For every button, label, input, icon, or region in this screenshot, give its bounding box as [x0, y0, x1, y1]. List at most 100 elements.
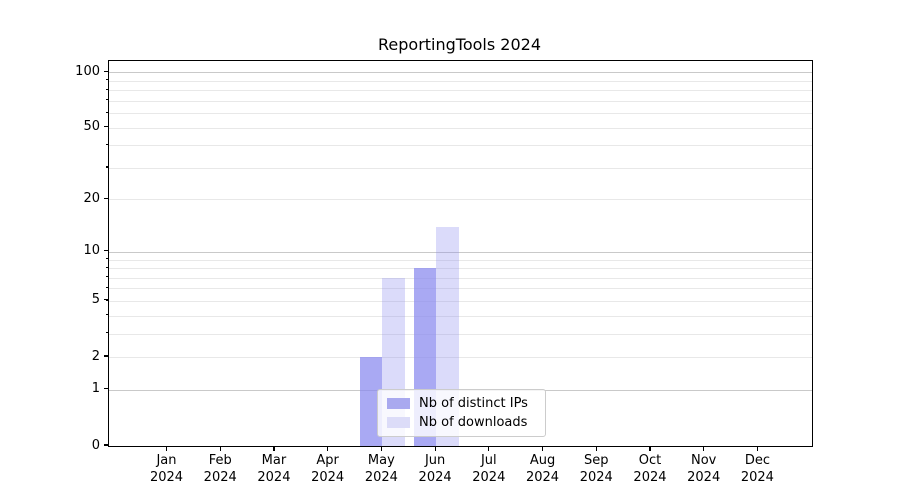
x-tick-mark — [434, 446, 436, 451]
x-tick-year: 2024 — [203, 469, 237, 485]
legend-swatch-downloads — [387, 417, 410, 428]
legend-label-downloads: Nb of downloads — [419, 415, 528, 430]
x-tick-month: Oct — [638, 453, 662, 468]
y-tick-mark — [103, 70, 108, 72]
x-tick-label: Feb 2024 — [190, 453, 250, 486]
gridline-minor — [109, 90, 812, 92]
y-tick-label: 2 — [91, 348, 100, 364]
gridline-minor — [109, 300, 812, 302]
x-tick-year: 2024 — [472, 469, 506, 485]
chart-title: ReportingTools 2024 — [378, 35, 541, 54]
x-tick-year: 2024 — [257, 469, 291, 485]
x-tick-month: Aug — [529, 453, 556, 468]
x-tick-mark — [595, 446, 597, 451]
x-tick-label: Dec 2024 — [727, 453, 787, 486]
x-tick-month: May — [367, 453, 395, 468]
legend: Nb of distinct IPs Nb of downloads — [377, 389, 546, 437]
x-tick-mark — [380, 446, 382, 451]
x-tick-year: 2024 — [149, 469, 184, 485]
y-tick-label: 10 — [83, 243, 100, 259]
x-tick-mark — [756, 446, 758, 451]
y-minor-tick-mark — [105, 276, 108, 278]
x-tick-label: Mar 2024 — [244, 453, 304, 486]
y-tick-label: 0 — [91, 437, 100, 453]
x-tick-mark — [219, 446, 221, 451]
legend-swatch-distinct-ips — [387, 398, 410, 409]
x-tick-year: 2024 — [525, 469, 560, 485]
y-tick-mark — [103, 444, 108, 446]
x-tick-year: 2024 — [364, 469, 398, 485]
x-tick-label: Jan 2024 — [137, 453, 197, 486]
x-tick-year: 2024 — [740, 469, 774, 485]
y-tick-label: 5 — [91, 292, 100, 308]
y-minor-tick-mark — [105, 99, 108, 101]
x-tick-label: Aug 2024 — [513, 453, 573, 486]
gridline-minor — [109, 145, 812, 147]
y-minor-tick-mark — [105, 299, 108, 301]
gridline-major — [109, 251, 812, 253]
y-minor-tick-mark — [105, 332, 108, 334]
y-minor-tick-mark — [105, 314, 108, 316]
gridline-minor — [109, 315, 812, 317]
y-tick-label: 20 — [83, 190, 100, 206]
x-tick-month: Jan — [156, 453, 177, 468]
x-tick-label: Jul 2024 — [459, 453, 519, 486]
x-tick-year: 2024 — [687, 469, 721, 485]
x-tick-month: Jul — [480, 453, 497, 468]
x-tick-year: 2024 — [418, 469, 452, 485]
x-tick-label: Apr 2024 — [298, 453, 358, 486]
x-tick-label: Nov 2024 — [674, 453, 734, 486]
gridline-minor — [109, 333, 812, 335]
gridline-major — [109, 72, 812, 74]
y-minor-tick-mark — [105, 286, 108, 289]
x-tick-month: Apr — [316, 453, 339, 468]
x-tick-mark — [327, 446, 329, 451]
y-tick-mark — [103, 250, 108, 252]
y-minor-tick-mark — [105, 266, 108, 268]
gridline-minor — [109, 199, 812, 201]
x-tick-month: Feb — [208, 453, 232, 468]
x-tick-label: Oct 2024 — [620, 453, 680, 486]
gridline-minor — [109, 277, 812, 279]
x-tick-month: Dec — [744, 453, 770, 468]
bar-distinct-ips — [359, 357, 383, 446]
gridline-minor — [109, 100, 812, 102]
y-tick-label: 50 — [83, 119, 100, 135]
legend-entry-distinct-ips: Nb of distinct IPs — [386, 396, 537, 411]
gridline-minor — [109, 288, 812, 290]
y-tick-label: 100 — [75, 63, 100, 79]
y-tick-mark — [103, 388, 108, 390]
y-minor-tick-mark — [105, 197, 108, 200]
gridline-minor — [109, 259, 812, 261]
gridline-minor — [109, 80, 812, 82]
x-tick-month: Sep — [583, 453, 609, 468]
gridline-minor — [109, 113, 812, 115]
y-minor-tick-mark — [105, 79, 108, 81]
x-tick-mark — [165, 446, 168, 451]
x-tick-mark — [273, 446, 275, 451]
x-tick-month: Jun — [424, 453, 446, 468]
y-minor-tick-mark — [105, 143, 108, 145]
x-tick-year: 2024 — [311, 469, 345, 485]
x-tick-label: May 2024 — [351, 453, 411, 486]
gridline-minor — [109, 127, 812, 129]
x-tick-mark — [703, 446, 705, 451]
y-minor-tick-mark — [105, 111, 108, 113]
x-tick-month: Nov — [691, 453, 717, 468]
legend-entry-downloads: Nb of downloads — [386, 415, 537, 430]
x-tick-label: Sep 2024 — [566, 453, 626, 486]
y-tick-label: 1 — [91, 381, 100, 397]
x-tick-label: Jun 2024 — [405, 453, 465, 486]
y-minor-tick-mark — [105, 166, 108, 168]
gridline-minor — [109, 268, 812, 270]
y-minor-tick-mark — [105, 258, 108, 260]
gridline-minor — [109, 357, 812, 359]
x-tick-mark — [541, 446, 544, 451]
y-minor-tick-mark — [105, 126, 108, 128]
y-minor-tick-mark — [105, 88, 108, 90]
y-minor-tick-mark — [105, 355, 108, 357]
x-tick-year: 2024 — [579, 469, 613, 485]
x-tick-mark — [649, 446, 651, 451]
gridline-minor — [109, 167, 812, 169]
